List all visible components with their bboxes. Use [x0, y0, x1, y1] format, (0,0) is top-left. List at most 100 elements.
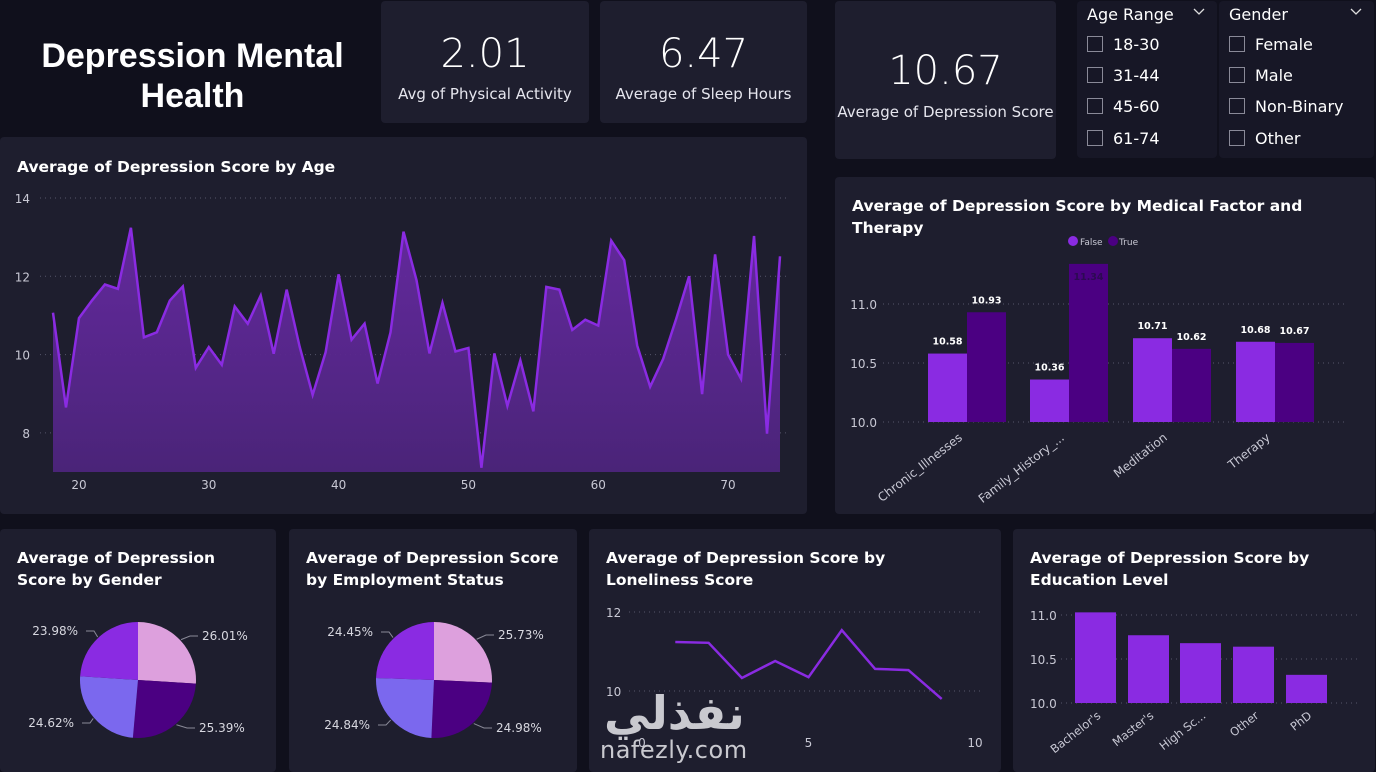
watermark-arabic: نفذلي — [604, 686, 745, 740]
slice-label: 24.62% — [28, 716, 74, 730]
slice-label: 24.98% — [496, 721, 542, 735]
x-tick-label: 60 — [591, 478, 606, 492]
leader-line — [378, 719, 392, 726]
leader-line — [473, 723, 492, 729]
bar-false — [1133, 338, 1172, 422]
slicer-option[interactable]: 45-60 — [1087, 95, 1160, 117]
x-tick-label: 20 — [71, 478, 86, 492]
slicer-option[interactable]: 31-44 — [1087, 64, 1160, 86]
chart-card-employment: Average of Depression Score by Employmen… — [289, 529, 577, 772]
option-label: Male — [1255, 65, 1293, 85]
option-label: 45-60 — [1113, 96, 1160, 116]
kpi-card-depression-score: 10.67 Average of Depression Score — [835, 1, 1056, 159]
data-label: 10.67 — [1279, 326, 1309, 337]
x-tick-label: 5 — [805, 736, 813, 750]
checkbox[interactable] — [1229, 67, 1245, 83]
x-tick-label: Master's — [1110, 708, 1157, 749]
chart-card-education: Average of Depression Score by Education… — [1013, 529, 1375, 772]
checkbox[interactable] — [1229, 130, 1245, 146]
chevron-down-icon[interactable] — [1348, 3, 1364, 19]
bar — [1075, 612, 1116, 703]
option-label: Other — [1255, 128, 1301, 148]
slicer-gender: Gender Female Male Non-Binary Other — [1219, 1, 1374, 158]
checkbox[interactable] — [1229, 36, 1245, 52]
slice-label: 24.45% — [327, 625, 373, 639]
x-tick-label: Meditation — [1111, 430, 1170, 480]
pie-slice — [376, 622, 434, 680]
slicer-option[interactable]: Non-Binary — [1229, 95, 1344, 117]
x-tick-label: 30 — [201, 478, 216, 492]
data-label: 10.36 — [1034, 363, 1064, 374]
y-tick-label: 10.0 — [850, 416, 877, 430]
y-tick-label: 12 — [606, 606, 621, 620]
data-label: 10.58 — [932, 337, 962, 348]
option-label: Non-Binary — [1255, 96, 1344, 116]
pie-slice — [138, 622, 196, 684]
x-tick-label: 10 — [967, 736, 982, 750]
chart-title: Average of Depression Score by Education… — [1030, 549, 1310, 589]
chart-card-gender: Average of Depression Score by Gender 26… — [0, 529, 276, 772]
checkbox[interactable] — [1229, 98, 1245, 114]
checkbox[interactable] — [1087, 36, 1103, 52]
x-tick-label: PhD — [1288, 708, 1315, 733]
slicer-option[interactable]: Male — [1229, 64, 1293, 86]
checkbox[interactable] — [1087, 67, 1103, 83]
chart-title: Average of Depression Score by Age — [17, 158, 336, 176]
watermark: نفذلي nafezly.com — [600, 690, 748, 764]
y-tick-label: 12 — [15, 270, 30, 284]
kpi-card-physical-activity: 2.01 Avg of Physical Activity — [381, 1, 589, 123]
bar-true — [1275, 342, 1314, 422]
slice-label: 25.39% — [199, 721, 245, 735]
slice-label: 25.73% — [498, 628, 544, 642]
pie-slice — [80, 622, 138, 680]
x-tick-label: 40 — [331, 478, 346, 492]
slice-label: 24.84% — [324, 718, 370, 732]
pie-slice — [434, 622, 492, 683]
gender-pie-chart: 26.01% 25.39% 24.62% 23.98% — [28, 622, 248, 738]
leader-line — [180, 635, 198, 641]
slicer-option[interactable]: 18-30 — [1087, 33, 1160, 55]
y-tick-label: 14 — [15, 192, 30, 206]
option-label: 18-30 — [1113, 34, 1160, 54]
kpi-label: Avg of Physical Activity — [398, 85, 572, 103]
chart-title: Average of Depression Score by Medical F… — [852, 197, 1303, 237]
data-label: 10.68 — [1240, 325, 1270, 336]
watermark-latin: nafezly.com — [600, 736, 748, 764]
bar-false — [1236, 341, 1275, 422]
y-tick-label: 10 — [15, 349, 30, 363]
data-label: 10.93 — [971, 295, 1001, 306]
slicer-option[interactable]: 61-74 — [1087, 127, 1160, 149]
slicer-title: Age Range — [1087, 5, 1174, 24]
checkbox[interactable] — [1087, 130, 1103, 146]
y-tick-label: 10 — [606, 685, 621, 699]
chart-title: Average of Depression Score by Gender — [17, 549, 216, 589]
chart-title: Average of Depression Score by Employmen… — [306, 549, 559, 589]
option-label: Female — [1255, 34, 1313, 54]
pie-slice — [79, 676, 138, 738]
chevron-down-icon[interactable] — [1191, 3, 1207, 19]
chart-card-age: Average of Depression Score by Age 8 10 12… — [0, 137, 807, 514]
x-tick-label: Chronic_Illnesses — [875, 430, 965, 504]
chart-title: Average of Depression Score by Lonelines… — [606, 549, 886, 589]
dashboard-title: Depression Mental Health — [41, 37, 344, 115]
x-tick-label: 0 — [638, 736, 646, 750]
leader-line — [381, 631, 394, 638]
slice-label: 23.98% — [32, 624, 78, 638]
leader-line — [82, 718, 94, 724]
bar — [1180, 643, 1221, 703]
bar-true — [1069, 263, 1108, 422]
checkbox[interactable] — [1087, 98, 1103, 114]
bar — [1233, 646, 1274, 703]
slicer-title: Gender — [1229, 5, 1288, 24]
employment-pie-chart: 25.73% 24.98% 24.84% 24.45% — [324, 622, 544, 738]
data-label: 11.34 — [1073, 272, 1103, 283]
slicer-option[interactable]: Other — [1229, 127, 1300, 149]
kpi-value: 10.67 — [888, 48, 1003, 94]
chart-card-medical: Average of Depression Score by Medical F… — [835, 177, 1375, 514]
legend-label: True — [1118, 238, 1139, 248]
kpi-label: Average of Sleep Hours — [615, 85, 792, 103]
bar — [1286, 674, 1327, 703]
y-tick-label: 11.0 — [1030, 609, 1057, 623]
x-tick-label: 70 — [720, 478, 735, 492]
slicer-option[interactable]: Female — [1229, 33, 1313, 55]
